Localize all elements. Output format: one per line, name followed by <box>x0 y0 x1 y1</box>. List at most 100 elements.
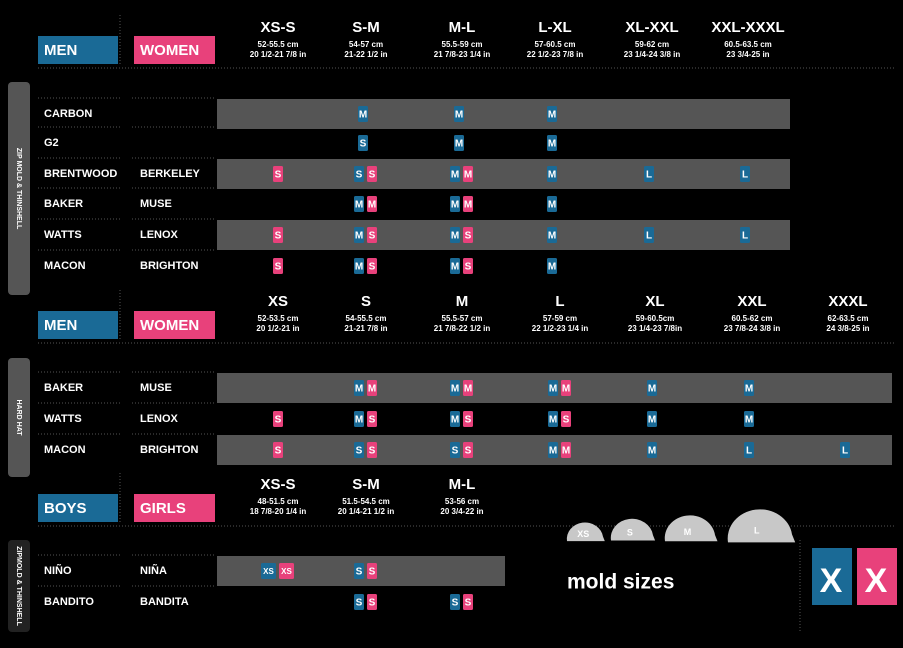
women-size: S <box>275 231 282 242</box>
men-badge <box>354 380 364 396</box>
size-in: 20 1/2-21 in <box>256 324 299 333</box>
size-cm: 54-55.5 cm <box>346 314 387 323</box>
size-in: 20 1/4-21 1/2 in <box>338 507 395 516</box>
women-size: M <box>562 446 570 457</box>
men-header-box <box>38 494 118 522</box>
women-badge <box>463 442 473 458</box>
men-badge <box>647 442 657 458</box>
size-cm: 55.5-57 cm <box>442 314 483 323</box>
header-label: WOMEN <box>140 42 199 59</box>
header-label: MEN <box>44 317 77 334</box>
women-size: M <box>464 200 472 211</box>
women-model: BERKELEY <box>140 168 201 180</box>
men-badge <box>450 594 460 610</box>
helmet-size: S <box>627 527 633 537</box>
women-badge <box>367 442 377 458</box>
men-size: XS <box>263 567 274 576</box>
men-size: M <box>355 384 363 395</box>
men-size: L <box>742 231 748 242</box>
women-badge <box>463 196 473 212</box>
men-size: M <box>355 200 363 211</box>
women-model: LENOX <box>140 413 179 425</box>
men-size: M <box>648 415 656 426</box>
side-label: ZIP MOLD & THINSHELL <box>15 148 22 230</box>
women-badge <box>273 258 283 274</box>
women-model: LENOX <box>140 229 179 241</box>
size-name: XXL-XXXL <box>711 19 784 36</box>
size-cm: 52-53.5 cm <box>258 314 299 323</box>
men-size: M <box>745 415 753 426</box>
women-size: S <box>465 231 472 242</box>
women-size: S <box>465 446 472 457</box>
women-badge <box>367 594 377 610</box>
men-header-box <box>38 36 118 64</box>
women-badge <box>367 196 377 212</box>
men-badge <box>547 135 557 151</box>
header-label: GIRLS <box>140 500 186 517</box>
men-size: S <box>452 598 459 609</box>
women-header-box <box>134 36 215 64</box>
size-cm: 53-56 cm <box>445 497 479 506</box>
men-size: M <box>451 415 459 426</box>
helmet-size: XS <box>577 529 589 539</box>
women-size: M <box>464 384 472 395</box>
men-badge <box>547 106 557 122</box>
men-badge <box>354 227 364 243</box>
women-model: NIÑA <box>140 564 167 577</box>
women-model: BANDITA <box>140 596 189 608</box>
size-name: XS <box>268 293 288 310</box>
header-label: WOMEN <box>140 317 199 334</box>
women-header-box <box>134 311 215 339</box>
men-model: BAKER <box>44 198 83 210</box>
women-badge <box>367 411 377 427</box>
helmet-size: L <box>754 526 760 536</box>
men-size: S <box>356 598 363 609</box>
size-cm: 59-60.5cm <box>636 314 675 323</box>
men-model: G2 <box>44 137 59 149</box>
size-in: 21-22 1/2 in <box>344 50 387 59</box>
women-badge <box>367 563 377 579</box>
men-badge <box>354 442 364 458</box>
helmet-size: M <box>684 527 692 537</box>
men-badge <box>548 380 558 396</box>
men-size: M <box>648 384 656 395</box>
women-header-box <box>134 494 215 522</box>
men-size: M <box>548 200 556 211</box>
women-badge <box>273 411 283 427</box>
men-badge <box>454 135 464 151</box>
size-in: 20 3/4-22 in <box>440 507 483 516</box>
size-in: 20 1/2-21 7/8 in <box>250 50 307 59</box>
women-badge <box>273 166 283 182</box>
women-badge <box>367 166 377 182</box>
size-name: S-M <box>352 19 380 36</box>
size-cm: 59-62 cm <box>635 40 669 49</box>
size-in: 23 7/8-24 3/8 in <box>724 324 781 333</box>
women-badge <box>463 594 473 610</box>
size-cm: 60.5-62 cm <box>732 314 773 323</box>
men-badge <box>744 380 754 396</box>
men-badge <box>644 227 654 243</box>
size-in: 22 1/2-23 1/4 in <box>532 324 589 333</box>
men-size: M <box>548 262 556 273</box>
men-header-box <box>38 311 118 339</box>
women-model: BRIGHTON <box>140 444 199 456</box>
mark-box <box>812 548 852 605</box>
men-size: S <box>356 446 363 457</box>
mark-letter: X <box>820 562 843 600</box>
women-badge <box>561 380 571 396</box>
men-size: M <box>455 139 463 150</box>
size-cm: 51.5-54.5 cm <box>342 497 390 506</box>
men-model: CARBON <box>44 108 92 120</box>
men-size: M <box>548 170 556 181</box>
size-in: 23 1/4-24 3/8 in <box>624 50 681 59</box>
men-badge <box>647 380 657 396</box>
men-size: M <box>355 415 363 426</box>
size-name: M-L <box>449 476 476 493</box>
men-badge <box>450 166 460 182</box>
women-model: MUSE <box>140 198 172 210</box>
women-size: S <box>369 415 376 426</box>
size-cm: 62-63.5 cm <box>828 314 869 323</box>
men-badge <box>450 442 460 458</box>
men-badge <box>840 442 850 458</box>
